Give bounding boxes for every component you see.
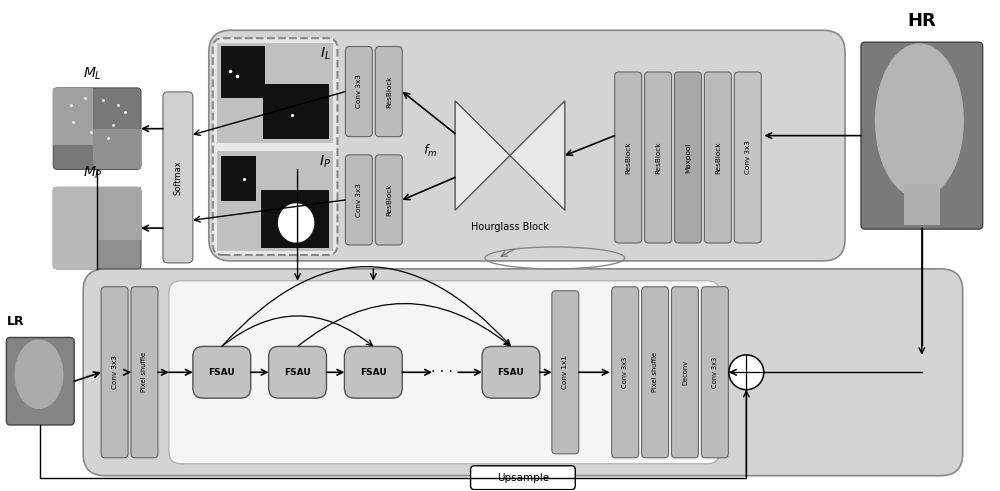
Text: Upsample: Upsample <box>497 473 549 483</box>
FancyBboxPatch shape <box>269 347 326 398</box>
Polygon shape <box>455 101 510 210</box>
FancyBboxPatch shape <box>734 72 761 243</box>
Text: $I_P$: $I_P$ <box>319 154 330 170</box>
Text: Conv 1x1: Conv 1x1 <box>562 355 568 389</box>
FancyBboxPatch shape <box>701 287 728 458</box>
Text: Conv 3x3: Conv 3x3 <box>712 357 718 388</box>
Text: $M_P$: $M_P$ <box>83 165 103 181</box>
Text: Softmax: Softmax <box>173 160 182 195</box>
Bar <box>53 88 93 145</box>
Text: $I_L$: $I_L$ <box>320 46 330 62</box>
FancyBboxPatch shape <box>645 72 672 243</box>
Text: Conv 3x3: Conv 3x3 <box>112 355 118 389</box>
FancyBboxPatch shape <box>345 47 372 136</box>
Text: ResBlock: ResBlock <box>625 141 631 174</box>
Bar <box>97 188 141 240</box>
FancyBboxPatch shape <box>642 287 669 458</box>
Bar <box>53 188 97 269</box>
Text: HR: HR <box>907 12 936 30</box>
FancyBboxPatch shape <box>615 72 642 243</box>
Bar <box>904 184 940 225</box>
FancyBboxPatch shape <box>213 38 337 255</box>
Text: Pixel shuffle: Pixel shuffle <box>141 352 147 392</box>
FancyBboxPatch shape <box>131 287 158 458</box>
Text: Conv 3x3: Conv 3x3 <box>356 75 362 109</box>
FancyBboxPatch shape <box>83 269 963 476</box>
Ellipse shape <box>876 44 963 197</box>
FancyBboxPatch shape <box>861 42 983 229</box>
Text: Conv 3x3: Conv 3x3 <box>622 357 628 388</box>
FancyBboxPatch shape <box>209 30 845 261</box>
Text: FSAU: FSAU <box>208 368 235 377</box>
Text: Conv 3x3: Conv 3x3 <box>356 183 362 217</box>
FancyBboxPatch shape <box>345 155 372 245</box>
Text: Pixel shuffle: Pixel shuffle <box>652 352 658 392</box>
FancyBboxPatch shape <box>675 72 701 243</box>
Text: ResBlock: ResBlock <box>655 141 661 174</box>
FancyBboxPatch shape <box>193 347 251 398</box>
Bar <box>263 83 329 138</box>
FancyBboxPatch shape <box>169 281 719 464</box>
Bar <box>217 43 333 142</box>
Text: ResBlock: ResBlock <box>386 75 392 108</box>
Text: · · ·: · · · <box>431 365 453 379</box>
Text: FSAU: FSAU <box>360 368 387 377</box>
FancyBboxPatch shape <box>704 72 731 243</box>
Text: Conv 3x3: Conv 3x3 <box>745 140 751 174</box>
FancyBboxPatch shape <box>101 287 128 458</box>
Text: Hourglass Block: Hourglass Block <box>471 222 549 232</box>
FancyBboxPatch shape <box>375 47 402 136</box>
Text: Maxpool: Maxpool <box>685 142 691 173</box>
Text: ResBlock: ResBlock <box>386 184 392 216</box>
Bar <box>93 129 141 169</box>
Text: FSAU: FSAU <box>498 368 524 377</box>
Circle shape <box>729 355 764 390</box>
Text: ResBlock: ResBlock <box>715 141 721 174</box>
FancyBboxPatch shape <box>612 287 639 458</box>
Text: LR: LR <box>6 315 24 327</box>
FancyBboxPatch shape <box>375 155 402 245</box>
FancyBboxPatch shape <box>552 291 579 454</box>
Bar <box>217 151 333 251</box>
Polygon shape <box>510 101 565 210</box>
Text: $M_L$: $M_L$ <box>83 65 102 82</box>
Ellipse shape <box>279 204 314 242</box>
Text: FSAU: FSAU <box>284 368 311 377</box>
FancyBboxPatch shape <box>53 188 141 269</box>
Bar <box>261 190 329 248</box>
FancyBboxPatch shape <box>672 287 698 458</box>
FancyBboxPatch shape <box>482 347 540 398</box>
FancyBboxPatch shape <box>344 347 402 398</box>
Text: Deconv: Deconv <box>682 360 688 385</box>
Text: $f_m$: $f_m$ <box>423 142 437 159</box>
FancyBboxPatch shape <box>53 88 141 169</box>
FancyBboxPatch shape <box>6 337 74 425</box>
Bar <box>221 46 265 98</box>
Ellipse shape <box>15 340 63 409</box>
FancyBboxPatch shape <box>163 92 193 263</box>
Bar <box>221 156 256 201</box>
FancyBboxPatch shape <box>471 466 575 490</box>
